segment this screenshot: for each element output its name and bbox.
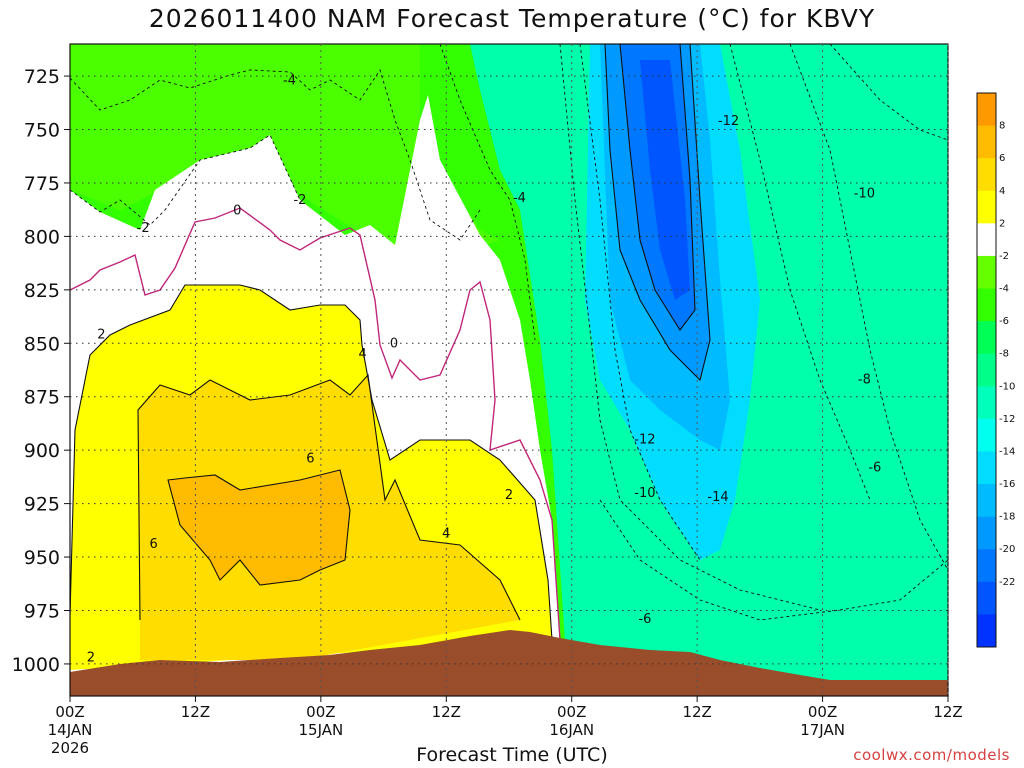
region-minus2-0 [70,44,500,250]
y-axis: 725 750 775 800 825 850 875 900 925 950 975 1000 [12,66,70,676]
contour-label: 2 [505,488,513,503]
y-tick-label: 850 [24,333,60,355]
freezing-line [70,207,561,641]
contour-labels: -4 -2 -2 -4 0 0 2 2 2 4 4 6 6 -12 -12 -10 -14 -10 -8 -6 -6 [87,73,882,665]
x-tick-year: 2026 [51,739,89,757]
contour-label: 2 [87,651,95,666]
y-tick-label: 800 [24,226,60,248]
contour-label: 6 [306,452,314,467]
colorbar-swatch [977,549,996,583]
isotherm-contours [70,44,948,621]
colorbar-label: 6 [999,153,1005,164]
region-6-8 [168,470,350,585]
colorbar-swatch [977,255,996,290]
x-tick-date: 17JAN [800,721,845,739]
colorbar-label: 4 [999,186,1005,197]
x-axis-label: Forecast Time (UTC) [416,744,608,766]
contour-label: -4 [283,73,296,88]
colorbar-swatch [977,484,996,518]
x-tick-time: 00Z [808,703,837,721]
x-tick-time: 12Z [933,703,962,721]
colorbar-label: 2 [999,218,1005,229]
colorbar-swatch [977,386,996,420]
colorbar-label: -8 [999,349,1009,360]
contour-label: 2 [97,328,105,343]
colorbar-swatch [977,93,996,127]
x-tick-time: 00Z [306,703,335,721]
colorbar-label: -20 [999,544,1015,555]
colorbar-swatch [977,321,996,355]
colorbar-label: 8 [999,121,1005,132]
contour-label: -12 [634,432,655,447]
y-tick-label: 950 [24,547,60,569]
colorbar: 8 6 4 2 -2 -4 -6 -8 -10 -12 -14 -16 -18 -20 -22 [976,92,1015,648]
x-tick-time: 00Z [55,703,84,721]
colorbar-label: -22 [999,577,1015,588]
colorbar-label: -2 [999,251,1009,262]
colorbar-swatch [977,288,996,322]
credit-text: coolwx.com/models [853,746,1010,764]
contour-label: -6 [638,612,651,627]
contour-label: -8 [858,373,871,388]
grid-lines [70,44,949,696]
colorbar-swatch [977,125,996,159]
contour-label: -14 [707,490,728,505]
x-tick-date: 14JAN [48,721,93,739]
y-tick-label: 750 [24,120,60,142]
colorbar-label: -10 [999,381,1015,392]
colorbar-swatch [977,581,996,615]
contour-label: -10 [634,486,655,501]
colorbar-swatch [977,516,996,550]
contour-label: 0 [390,336,398,351]
colorbar-label: -14 [999,446,1015,457]
contour-label: -12 [718,114,739,129]
plot-area [70,44,948,696]
contour-label: 0 [233,204,241,219]
y-tick-label: 775 [24,173,60,195]
y-tick-label: 825 [24,280,60,302]
colorbar-label: -12 [999,414,1015,425]
y-tick-label: 900 [24,440,60,462]
colorbar-label: -6 [999,316,1009,327]
x-tick-date: 16JAN [549,721,594,739]
x-tick-date: 15JAN [298,721,343,739]
colorbar-swatch [977,451,996,485]
colorbar-swatch [977,190,996,224]
contour-label: -6 [868,460,881,475]
colorbar-swatch [977,418,996,452]
x-tick-time: 12Z [432,703,461,721]
contour-label: -2 [293,193,306,208]
colorbar-label: -4 [999,284,1009,295]
colorbar-swatch [977,223,996,257]
colorbar-swatch [977,158,996,192]
colorbar-swatch [977,353,996,387]
colorbar-label: -18 [999,512,1015,523]
y-tick-label: 725 [24,66,60,88]
chart-title: 2026011400 NAM Forecast Temperature (°C)… [148,4,876,33]
y-tick-label: 975 [24,600,60,622]
region-minus20 [640,60,690,300]
contour-label: 6 [149,537,157,552]
contour-label: 4 [442,527,450,542]
colorbar-label: -16 [999,479,1015,490]
y-tick-label: 875 [24,387,60,409]
x-tick-time: 12Z [682,703,711,721]
y-tick-label: 1000 [12,654,60,676]
contour-label: -4 [513,191,526,206]
y-tick-label: 925 [24,494,60,516]
x-tick-time: 00Z [557,703,586,721]
contour-label: -10 [854,187,875,202]
colorbar-swatch [977,614,996,648]
contour-label: 4 [359,347,367,362]
x-tick-time: 12Z [181,703,210,721]
terrain [70,630,948,696]
contour-label: -2 [137,221,150,236]
colorbar-frame [976,92,997,648]
